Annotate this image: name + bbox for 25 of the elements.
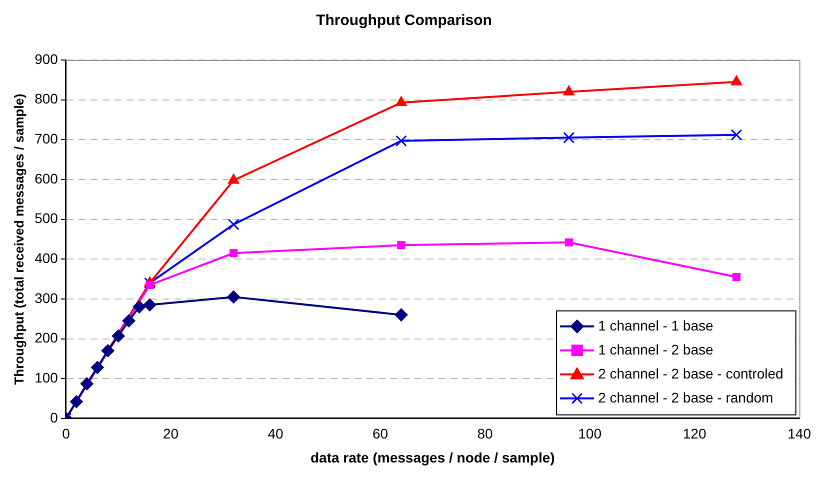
y-tick-label: 100 — [34, 369, 58, 386]
y-tick-label: 500 — [34, 210, 58, 226]
y-tick-label: 0 — [50, 409, 58, 426]
x-tick-label: 40 — [268, 426, 284, 442]
x-tick-label: 140 — [788, 426, 812, 442]
y-tick-label: 800 — [34, 90, 58, 107]
x-tick-label: 80 — [477, 426, 494, 442]
y-axis-title: Throughput (total received messages / sample) — [11, 94, 26, 385]
legend-label: 1 channel - 2 base — [598, 341, 714, 358]
y-tick-label: 700 — [34, 130, 58, 147]
x-tick-label: 120 — [682, 426, 706, 442]
chart-title: Throughput Comparison — [316, 12, 492, 30]
legend-label: 2 channel - 2 base - random — [598, 389, 774, 406]
x-tick-label: 0 — [62, 426, 70, 442]
y-tick-label: 900 — [34, 50, 58, 67]
x-tick-label: 60 — [372, 426, 388, 442]
y-tick-label: 200 — [34, 330, 58, 346]
x-tick-label: 20 — [162, 426, 179, 442]
legend-label: 2 channel - 2 base - controled — [598, 365, 784, 382]
y-tick-label: 400 — [34, 250, 58, 266]
x-axis-title: data rate (messages / node / sample) — [310, 449, 555, 466]
y-tick-label: 300 — [34, 290, 58, 306]
x-tick-label: 100 — [578, 426, 602, 442]
legend-label: 1 channel - 1 base — [598, 317, 714, 334]
y-tick-label: 600 — [34, 170, 58, 186]
